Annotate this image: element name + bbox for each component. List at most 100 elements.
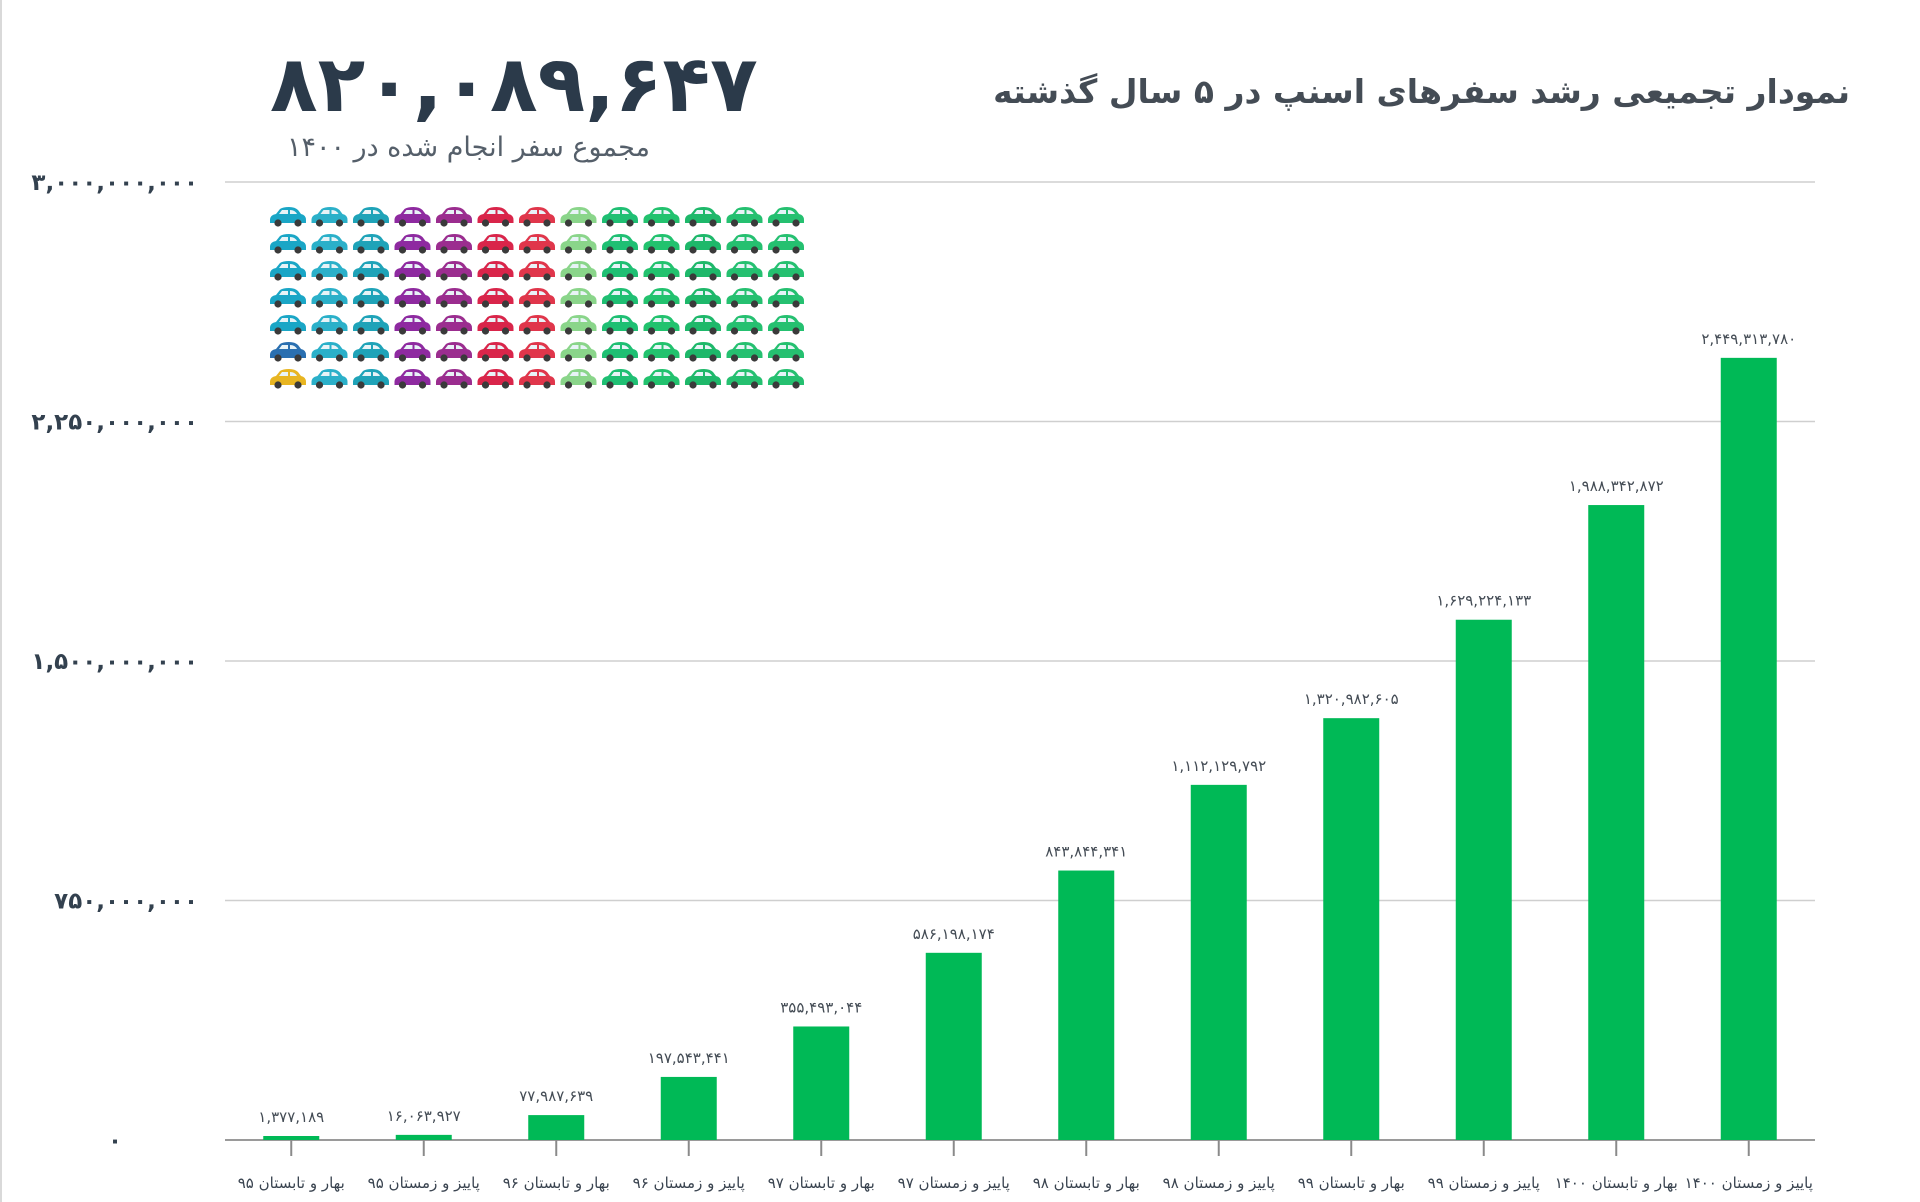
car-icon xyxy=(477,369,514,389)
bar-value-label: ۱,۱۱۲,۱۲۹,۷۹۲ xyxy=(1171,757,1266,775)
car-icon xyxy=(643,234,680,254)
x-tick-label: پاییز و زمستان ۹۷ xyxy=(898,1174,1010,1193)
car-icon xyxy=(270,288,306,308)
car-icon xyxy=(394,315,431,335)
car-icon xyxy=(311,234,348,254)
x-tick-label: بهار و تابستان ۹۸ xyxy=(1033,1174,1140,1192)
car-icon xyxy=(394,342,431,362)
bar xyxy=(793,1026,850,1140)
car-icon xyxy=(726,342,763,362)
car-icon xyxy=(477,234,514,254)
car-icon xyxy=(519,207,555,227)
car-icon xyxy=(270,315,306,335)
bar xyxy=(395,1134,452,1140)
car-icon xyxy=(270,234,306,254)
bar-value-label: ۷۷,۹۸۷,۶۳۹ xyxy=(519,1087,593,1105)
car-icon xyxy=(311,288,348,308)
x-tick-label: پاییز و زمستان ۱۴۰۰ xyxy=(1685,1174,1813,1193)
car-icon xyxy=(602,315,638,335)
car-icon xyxy=(311,342,348,362)
bar xyxy=(1588,505,1645,1140)
x-tick-label: بهار و تابستان ۹۹ xyxy=(1298,1174,1405,1192)
y-tick-label: ۷۵۰,۰۰۰,۰۰۰ xyxy=(54,889,198,915)
car-icon xyxy=(643,261,680,281)
car-icon xyxy=(602,288,638,308)
x-tick-label: پاییز و زمستان ۹۸ xyxy=(1163,1174,1275,1193)
car-icon xyxy=(643,369,680,389)
x-tick-label: پاییز و زمستان ۹۵ xyxy=(368,1174,480,1193)
x-tick-label: بهار و تابستان ۹۶ xyxy=(503,1174,610,1192)
car-icon xyxy=(519,261,555,281)
car-icon xyxy=(436,342,472,362)
car-icon xyxy=(726,288,763,308)
car-icon xyxy=(560,207,597,227)
car-icon xyxy=(436,261,472,281)
bar-value-label: ۲,۴۴۹,۳۱۳,۷۸۰ xyxy=(1701,330,1796,348)
car-icon xyxy=(270,342,306,362)
x-tick-label: پاییز و زمستان ۹۹ xyxy=(1428,1174,1540,1193)
car-icon xyxy=(311,261,348,281)
total-trips-number: ۸۲۰,۰۸۹,۶۴۷ xyxy=(270,40,758,130)
car-icon xyxy=(768,207,804,227)
car-icon xyxy=(311,315,348,335)
car-icon xyxy=(643,207,680,227)
car-icon xyxy=(768,369,804,389)
car-icon xyxy=(436,288,472,308)
bar-value-label: ۸۴۳,۸۴۴,۳۴۱ xyxy=(1045,843,1127,861)
car-icon xyxy=(560,261,597,281)
car-icon xyxy=(726,315,763,335)
car-icon xyxy=(726,234,763,254)
car-icon xyxy=(353,234,389,254)
bar xyxy=(528,1115,585,1140)
bar-value-label: ۱,۳۷۷,۱۸۹ xyxy=(258,1108,324,1126)
y-tick-label: ۲,۲۵۰,۰۰۰,۰۰۰ xyxy=(31,410,198,436)
car-icon xyxy=(353,261,389,281)
car-icon xyxy=(643,342,680,362)
car-icon xyxy=(394,261,431,281)
y-tick-label: ۱,۵۰۰,۰۰۰,۰۰۰ xyxy=(31,649,198,675)
bar xyxy=(1720,357,1777,1140)
bar-value-label: ۱۶,۰۶۳,۹۲۷ xyxy=(387,1107,461,1125)
car-icon xyxy=(270,261,306,281)
car-icon xyxy=(768,261,804,281)
car-icon xyxy=(394,369,431,389)
car-icon xyxy=(311,369,348,389)
bar xyxy=(1323,718,1380,1140)
car-icon xyxy=(685,261,721,281)
chart-title: نمودار تجمیعی رشد سفرهای اسنپ در ۵ سال گ… xyxy=(993,72,1850,111)
car-icon xyxy=(768,288,804,308)
car-icon xyxy=(436,234,472,254)
total-trips-caption: مجموع سفر انجام شده در ۱۴۰۰ xyxy=(286,132,650,163)
car-icon xyxy=(560,315,597,335)
car-icon xyxy=(519,288,555,308)
car-icon xyxy=(768,315,804,335)
bar-value-label: ۳۵۵,۴۹۳,۰۴۴ xyxy=(780,998,862,1016)
car-icon xyxy=(311,207,348,227)
car-icon xyxy=(726,261,763,281)
bar xyxy=(925,952,982,1140)
bar xyxy=(1058,870,1115,1140)
car-icon xyxy=(353,288,389,308)
bar-value-label: ۱۹۷,۵۴۳,۴۴۱ xyxy=(648,1049,730,1067)
car-icon xyxy=(477,342,514,362)
left-border xyxy=(0,0,2,1202)
car-icon xyxy=(519,315,555,335)
car-icon xyxy=(685,369,721,389)
car-icon xyxy=(394,207,431,227)
car-icon xyxy=(602,234,638,254)
car-icon xyxy=(436,315,472,335)
car-icon xyxy=(685,234,721,254)
car-icon xyxy=(519,234,555,254)
car-icon xyxy=(394,288,431,308)
car-icon xyxy=(685,315,721,335)
car-icon xyxy=(353,342,389,362)
car-icon xyxy=(353,315,389,335)
car-icon xyxy=(270,369,306,389)
car-icon xyxy=(768,234,804,254)
y-tick-label: ۳,۰۰۰,۰۰۰,۰۰۰ xyxy=(31,170,198,196)
bar xyxy=(263,1136,320,1140)
car-icon xyxy=(643,315,680,335)
bar-value-label: ۱,۶۲۹,۲۲۴,۱۳۳ xyxy=(1436,592,1531,610)
